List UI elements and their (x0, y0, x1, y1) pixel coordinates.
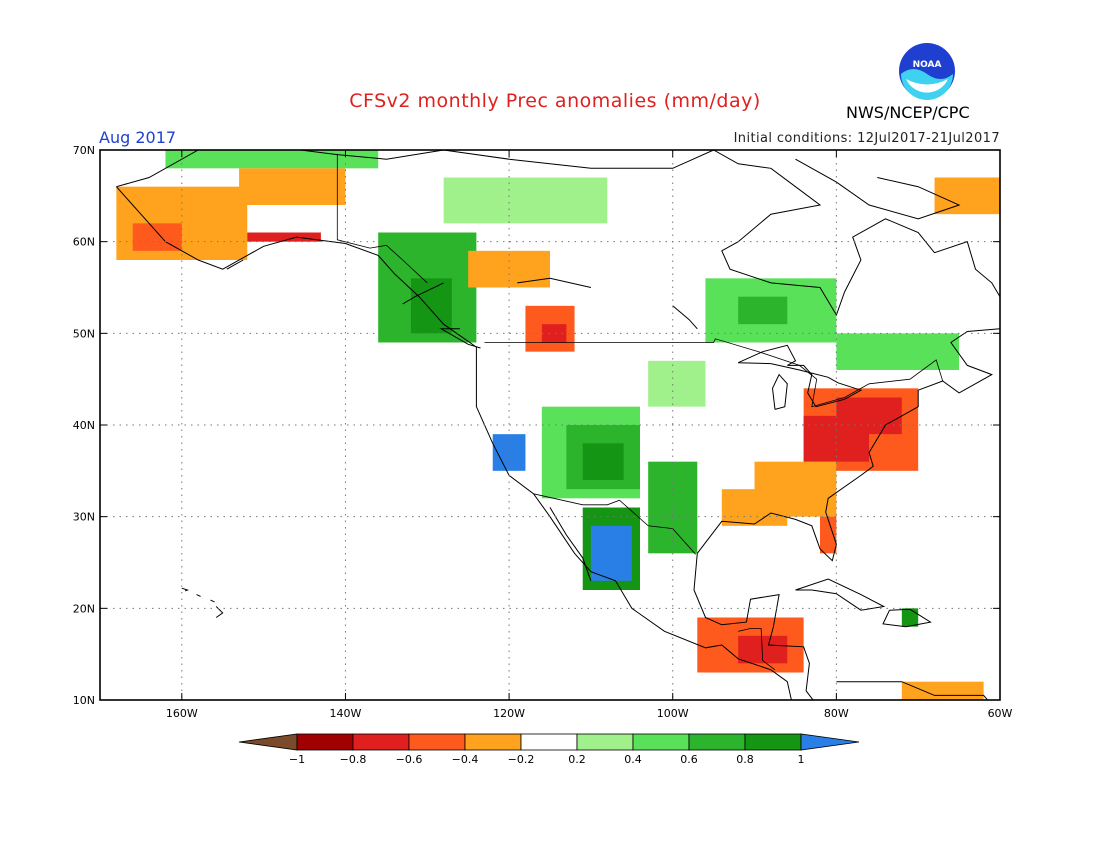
anomaly-cell (836, 333, 960, 370)
colorbar-swatch (520, 733, 578, 751)
anomaly-cell (738, 296, 788, 325)
anomaly-cell (541, 324, 567, 343)
colorbar-label: −0.4 (452, 753, 479, 766)
svg-text:NOAA: NOAA (913, 60, 942, 70)
anomaly-cell (901, 681, 984, 700)
colorbar-swatch (632, 733, 690, 751)
colorbar-label: 0.8 (736, 753, 754, 766)
lat-tick-label: 20N (73, 602, 95, 615)
coastline (693, 553, 814, 700)
colorbar-swatch (296, 733, 354, 751)
coastline (672, 305, 698, 330)
colorbar-swatch (688, 733, 746, 751)
coastline (549, 507, 592, 581)
colorbar-arrow-low (238, 733, 298, 751)
coastline (713, 150, 1000, 317)
colorbar-label: 0.2 (568, 753, 586, 766)
coastline (196, 594, 201, 597)
anomaly-cell (165, 150, 379, 169)
colorbar-label: −1 (289, 753, 305, 766)
lat-tick-label: 70N (73, 144, 95, 157)
colorbar-label: 1 (798, 753, 805, 766)
anomaly-cell (590, 525, 632, 581)
colorbar-swatch (576, 733, 634, 751)
coastline (696, 328, 1000, 562)
initial-conditions: Initial conditions: 12Jul2017-21Jul2017 (733, 131, 1000, 146)
colorbar-label: −0.6 (396, 753, 423, 766)
lat-tick-label: 60N (73, 236, 95, 249)
coastline (402, 282, 444, 305)
coastline (210, 599, 215, 603)
colorbar-swatch (408, 733, 466, 751)
coastline (795, 578, 886, 611)
coastline (795, 158, 961, 220)
coastline (737, 344, 863, 408)
coastline (116, 150, 714, 188)
lon-tick-label: 60W (988, 707, 1013, 720)
lon-tick-label: 100W (657, 707, 689, 720)
coastline (771, 373, 788, 410)
border-line (533, 493, 696, 555)
agency-label: NWS/NCEP/CPC (846, 103, 970, 122)
coastline (181, 587, 190, 592)
lon-tick-label: 120W (493, 707, 525, 720)
colorbar-label: −0.2 (508, 753, 535, 766)
anomaly-cell (247, 232, 321, 242)
anomaly-cell (820, 516, 837, 554)
colorbar-label: 0.4 (624, 753, 642, 766)
lon-tick-label: 80W (824, 707, 849, 720)
coastline (517, 277, 592, 288)
anomaly-cell (803, 415, 870, 462)
coastline (882, 608, 932, 628)
anomaly-cell (239, 168, 346, 205)
lat-tick-label: 30N (73, 511, 95, 524)
colorbar-arrow-high (800, 733, 860, 751)
lat-tick-label: 50N (73, 327, 95, 340)
border-line (738, 628, 776, 671)
noaa-logo: NOAA (899, 43, 955, 100)
coastline (226, 259, 244, 270)
anomaly-cell (648, 360, 706, 407)
colorbar-legend: −1 −0.8 −0.6 −0.4 −0.2 0.2 0.4 0.6 0.8 1 (238, 733, 860, 766)
colorbar-label: −0.8 (340, 753, 367, 766)
coastline (439, 328, 481, 349)
anomaly-cell (492, 434, 526, 471)
coastline (836, 681, 989, 700)
border-line (484, 338, 944, 408)
colorbar-swatch (352, 733, 410, 751)
lon-tick-label: 160W (166, 707, 198, 720)
anomaly-cell (901, 608, 919, 627)
lat-tick-label: 40N (73, 419, 95, 432)
anomaly-cell (582, 443, 624, 480)
colorbar-swatch (744, 733, 802, 751)
anomaly-cell (410, 278, 452, 334)
forecast-period: Aug 2017 (99, 128, 177, 147)
lon-tick-label: 140W (330, 707, 362, 720)
lat-tick-label: 10N (73, 694, 95, 707)
anomaly-cell (721, 489, 788, 526)
border-line (336, 153, 428, 284)
colorbar-label: 0.6 (680, 753, 698, 766)
colorbar-swatch (464, 733, 522, 751)
anomaly-cell (468, 250, 550, 288)
chart-title: CFSv2 monthly Prec anomalies (mm/day) (349, 90, 761, 112)
anomaly-cell (443, 177, 608, 224)
anomaly-cell (934, 177, 1000, 215)
